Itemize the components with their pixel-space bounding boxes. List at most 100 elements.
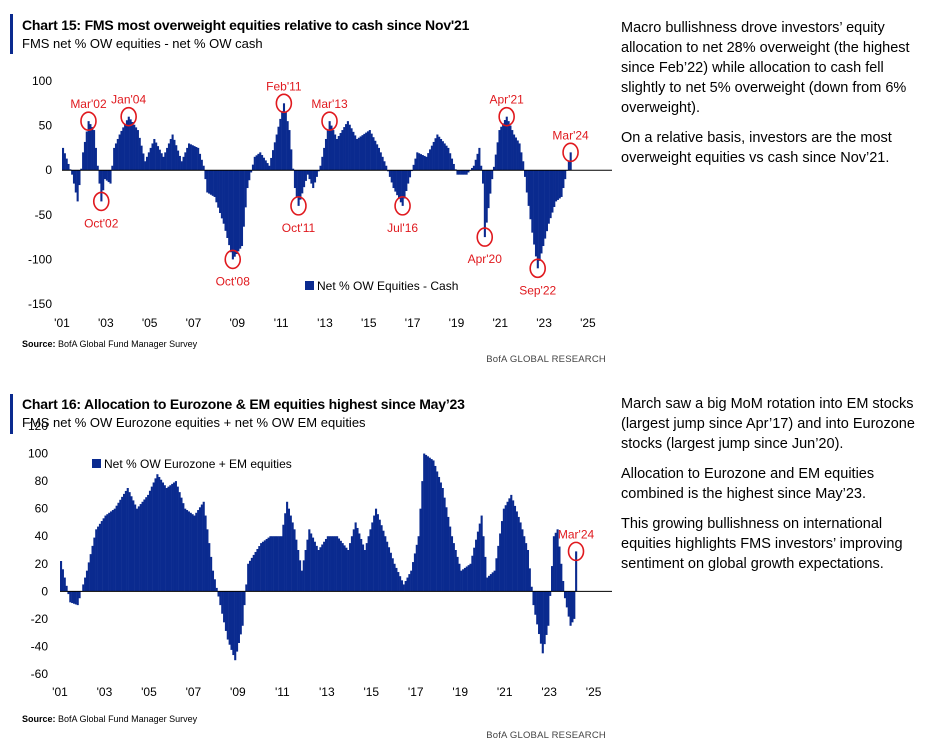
bar (258, 546, 261, 592)
bar (376, 144, 379, 171)
bar (372, 137, 375, 171)
y-tick-label: 100 (28, 447, 48, 461)
bar (461, 170, 464, 175)
bar (438, 136, 441, 171)
bar (224, 591, 227, 631)
bar (381, 156, 384, 171)
bar (171, 134, 174, 171)
bar (567, 591, 570, 617)
bar (321, 544, 324, 592)
bar (272, 150, 275, 171)
brand-label: BofA GLOBAL RESEARCH (486, 354, 606, 365)
bar (133, 124, 136, 171)
commentary-paragraph: Allocation to Eurozone and EM equities c… (621, 466, 875, 502)
bar (123, 493, 126, 592)
annotation-label: Oct'08 (216, 274, 251, 288)
bar (277, 126, 280, 171)
bar (547, 591, 550, 626)
bar (471, 555, 474, 592)
bar (295, 170, 298, 197)
bar (562, 170, 565, 189)
bar (445, 145, 448, 171)
x-tick-label: '19 (449, 316, 465, 330)
bar (107, 170, 110, 183)
bar (156, 474, 159, 592)
bar (87, 562, 90, 592)
bar (71, 170, 74, 175)
bar (500, 521, 504, 592)
bar (413, 553, 416, 592)
bar (563, 591, 567, 599)
bar (358, 533, 361, 592)
bar (387, 170, 390, 172)
bar (256, 549, 259, 592)
bar (480, 515, 483, 592)
bar (145, 497, 148, 592)
y-tick-label: -100 (28, 252, 52, 266)
bar (399, 576, 402, 592)
bar (82, 584, 85, 592)
bar (284, 513, 287, 592)
bar (352, 529, 355, 592)
bar (456, 556, 459, 592)
bar (264, 160, 267, 171)
bar (62, 147, 65, 171)
bar (403, 170, 406, 199)
source-text: BofA Global Fund Manager Survey (58, 339, 198, 349)
bar (521, 529, 524, 592)
bar (213, 579, 216, 592)
bar (560, 563, 563, 592)
bar (72, 170, 76, 184)
chart-title: Chart 15: FMS most overweight equities r… (22, 17, 470, 33)
bar (308, 529, 311, 592)
bar (427, 153, 430, 171)
annotation-label: Apr'21 (489, 93, 524, 107)
bar (202, 165, 205, 171)
bar (404, 581, 407, 592)
bar (506, 501, 509, 592)
bar (208, 543, 211, 592)
bar (349, 543, 352, 592)
bar (414, 158, 417, 171)
bar (253, 156, 256, 171)
bar (540, 170, 543, 254)
bar (259, 152, 262, 171)
bar (335, 138, 338, 171)
legend-swatch (92, 459, 101, 468)
bar (257, 153, 260, 171)
bar (297, 170, 300, 206)
bar (377, 147, 380, 171)
bar (545, 170, 548, 232)
bar (162, 156, 165, 171)
bar (493, 570, 496, 592)
bar (303, 170, 306, 188)
chart-source: Source: BofA Global Fund Manager Survey (22, 714, 197, 724)
bar (237, 170, 240, 252)
bar (476, 531, 479, 592)
bar (76, 170, 79, 202)
bar (487, 170, 490, 209)
bar (245, 584, 248, 592)
bar (346, 121, 349, 171)
bar (350, 536, 353, 592)
bar (61, 569, 64, 592)
bar (151, 143, 154, 171)
bar (428, 457, 431, 592)
bar (175, 145, 178, 171)
annotation-label: Jul'16 (387, 221, 418, 235)
bar (558, 170, 561, 199)
bar (139, 504, 142, 592)
bar (511, 130, 514, 171)
bar (71, 591, 74, 604)
bar (348, 124, 351, 171)
bar (569, 591, 572, 626)
bar (116, 138, 119, 171)
bar (458, 563, 461, 592)
bar (149, 147, 152, 171)
bar (146, 156, 149, 171)
bar (91, 127, 94, 171)
bar (132, 500, 135, 592)
bar (197, 147, 200, 171)
bar (527, 170, 530, 206)
bar (354, 135, 357, 171)
